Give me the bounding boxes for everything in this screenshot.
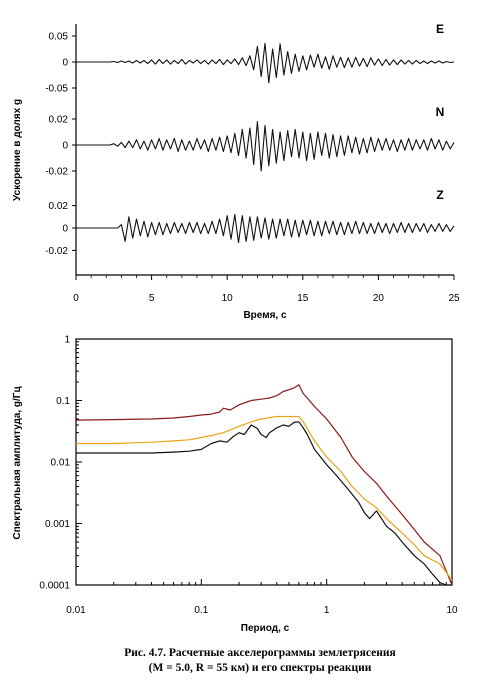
accelerogram-x-tick-label: 5	[149, 293, 155, 304]
accelerogram-x-tick-label: 0	[73, 293, 79, 304]
accelerogram-y-tick-label: 0	[62, 141, 68, 152]
spectra-y-label: Спектральная амплитуда, g/Гц	[12, 386, 23, 540]
spectra-y-tick-label: 0.0001	[39, 581, 70, 592]
accelerogram-trace-z	[76, 214, 455, 244]
spectra-y-tick-label: 0.001	[45, 519, 70, 530]
spectrum-line-3	[76, 421, 452, 586]
accelerogram-traces	[76, 42, 455, 244]
accelerogram-component-label: N	[436, 105, 445, 119]
accelerogram-x-tick-label: 25	[448, 293, 460, 304]
spectra-x-tick-label: 10	[446, 605, 458, 616]
accelerogram-x-ticks: 0 5 10 15 20 25	[73, 275, 460, 304]
spectra-y-tick-label: 1	[64, 335, 70, 346]
accelerogram-y-tick-label: 0	[62, 58, 68, 69]
spectra-x-label: Период, с	[241, 623, 290, 634]
figure-caption-line-1: Рис. 4.7. Расчетные акселерограммы земле…	[124, 647, 396, 659]
spectra-ticks: 0.01 0.1 1 10 1 0.1 0.01 0.001 0.0001	[39, 335, 458, 617]
accelerogram-x-tick-label: 10	[222, 293, 234, 304]
spectra-x-tick-label: 0.01	[66, 605, 86, 616]
spectra-x-tick-label: 0.1	[194, 605, 208, 616]
accelerogram-x-tick-label: 15	[297, 293, 309, 304]
accelerogram-y-tick-label: -0.02	[45, 167, 68, 178]
accelerogram-trace-n	[76, 121, 455, 172]
accelerogram-chart: 0.05 0 -0.05 0.02 0 -0.02 0.02 0 -0.02 0 5 10 15 20 2…	[12, 22, 460, 321]
spectrum-line-2	[76, 415, 453, 581]
spectra-y-tick-label: 0.1	[56, 396, 70, 407]
accelerogram-y-tick-label: 0.05	[49, 32, 69, 43]
accelerogram-component-label: E	[436, 22, 444, 36]
spectra-x-tick-label: 1	[324, 605, 330, 616]
spectrum-line-1	[75, 384, 453, 586]
spectra-y-tick-label: 0.01	[51, 458, 71, 469]
accelerogram-y-tick-label: -0.02	[45, 246, 68, 257]
accelerogram-trace-e	[76, 42, 455, 84]
accelerogram-y-ticks: 0.05 0 -0.05 0.02 0 -0.02 0.02 0 -0.02	[45, 32, 76, 257]
spectra-series	[75, 384, 453, 586]
accelerogram-component-label: Z	[436, 188, 443, 202]
accelerogram-y-tick-label: 0	[62, 224, 68, 235]
spectra-plot-frame	[75, 338, 453, 586]
accelerogram-x-tick-label: 20	[373, 293, 385, 304]
figure-caption-line-2: (M = 5.0, R = 55 км) и его спектры реакц…	[148, 662, 372, 674]
accelerogram-y-label: Ускорение в долях g	[12, 99, 23, 201]
accelerogram-y-tick-label: 0.02	[49, 115, 69, 126]
accelerogram-y-tick-label: -0.05	[45, 84, 68, 95]
accelerogram-y-tick-label: 0.02	[49, 201, 69, 212]
accelerogram-component-labels: E N Z	[436, 22, 445, 202]
accelerogram-x-label: Время, с	[243, 310, 287, 321]
